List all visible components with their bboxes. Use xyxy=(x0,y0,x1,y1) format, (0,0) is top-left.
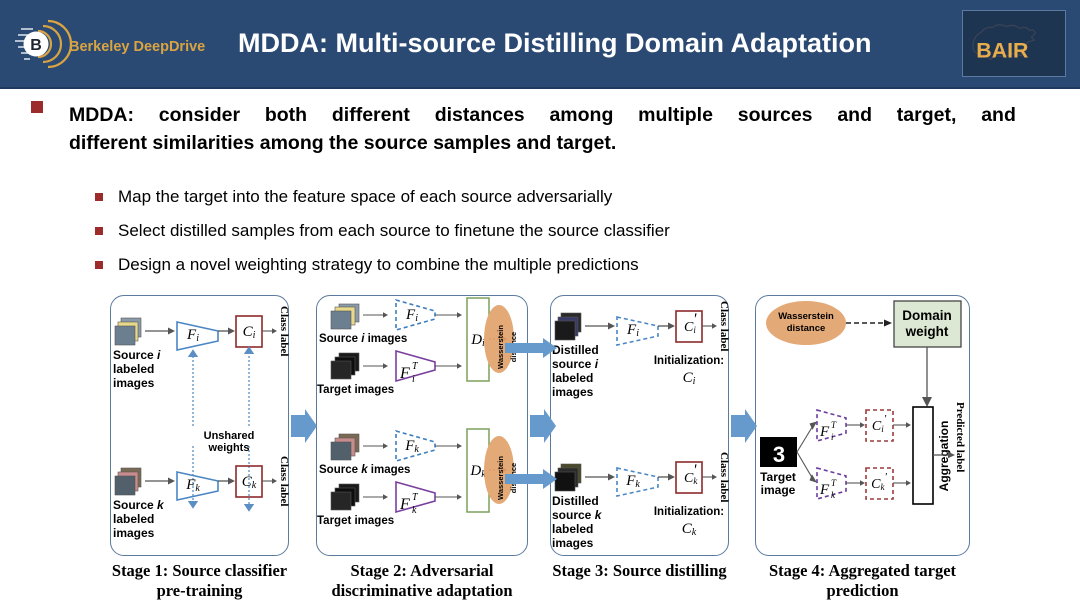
svg-text:Domain: Domain xyxy=(902,308,952,323)
svg-text:Ck': Ck' xyxy=(871,471,887,492)
svg-text:Fk: Fk xyxy=(625,473,640,490)
svg-text:Berkeley DeepDrive: Berkeley DeepDrive xyxy=(69,39,205,55)
svg-text:T: T xyxy=(412,492,419,503)
svg-text:Ck: Ck xyxy=(682,521,697,538)
svg-text:k: k xyxy=(831,490,836,500)
svg-text:Ci': Ci' xyxy=(872,413,887,434)
svg-text:labeled: labeled xyxy=(552,522,593,536)
svg-text:Initialization:: Initialization: xyxy=(654,506,724,518)
svg-text:Fk: Fk xyxy=(404,438,419,455)
svg-text:Target: Target xyxy=(760,470,796,484)
svg-text:image: image xyxy=(761,483,796,497)
svg-text:k: k xyxy=(412,505,417,516)
svg-text:BAIR: BAIR xyxy=(976,39,1028,63)
svg-text:images: images xyxy=(552,536,594,550)
svg-text:Fk: Fk xyxy=(185,477,200,494)
svg-text:Wasserstein: Wasserstein xyxy=(496,456,505,500)
svg-text:F: F xyxy=(819,424,830,440)
svg-text:3: 3 xyxy=(773,442,785,467)
svg-text:': ' xyxy=(693,462,697,479)
svg-text:Ck: Ck xyxy=(242,474,257,491)
svg-text:Wasserstein: Wasserstein xyxy=(778,311,834,322)
svg-text:weight: weight xyxy=(905,324,949,339)
svg-text:Source k: Source k xyxy=(113,498,165,512)
svg-text:labeled: labeled xyxy=(113,512,154,526)
svg-text:B: B xyxy=(30,37,42,54)
svg-text:Dk: Dk xyxy=(469,463,486,480)
svg-text:source k: source k xyxy=(552,508,603,522)
svg-text:Distilled: Distilled xyxy=(552,494,599,508)
svg-text:T: T xyxy=(831,420,837,430)
svg-text:distance: distance xyxy=(787,323,826,334)
svg-text:Target images: Target images xyxy=(317,515,394,527)
svg-text:F: F xyxy=(399,496,410,513)
svg-text:Source k images: Source k images xyxy=(319,464,410,476)
svg-text:F: F xyxy=(819,482,830,498)
svg-text:images: images xyxy=(113,526,155,540)
svg-text:T: T xyxy=(831,478,837,488)
